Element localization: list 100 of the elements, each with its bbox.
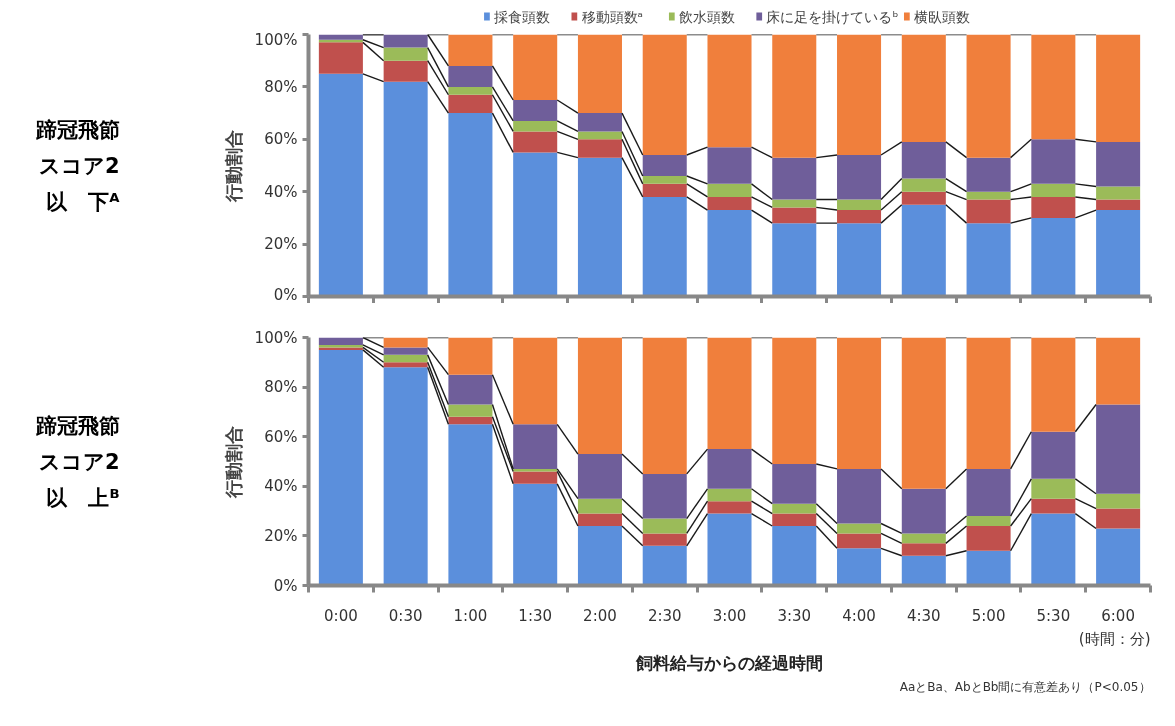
bar bbox=[1096, 34, 1141, 142]
x-tick-label: 3:00 bbox=[712, 606, 747, 625]
bar bbox=[837, 155, 882, 200]
bar bbox=[1031, 431, 1076, 479]
bar bbox=[383, 362, 428, 368]
bar bbox=[837, 533, 882, 549]
x-tick-label: 6:00 bbox=[1101, 606, 1135, 625]
bar bbox=[1031, 139, 1076, 184]
bar bbox=[642, 337, 687, 474]
bar bbox=[772, 337, 817, 464]
bar bbox=[1096, 141, 1141, 187]
bar bbox=[577, 139, 622, 158]
bar bbox=[513, 337, 558, 425]
x-tick-label: 1:30 bbox=[518, 606, 553, 625]
bar bbox=[901, 337, 946, 489]
bar bbox=[966, 191, 1011, 200]
bar bbox=[707, 513, 752, 586]
x-axis-title: 飼料給与からの経過時間 bbox=[635, 652, 823, 673]
bar bbox=[966, 223, 1011, 297]
legend-label: 床に足を掛けているᵇ bbox=[766, 8, 899, 25]
bar bbox=[707, 183, 752, 197]
bar bbox=[837, 523, 882, 534]
bar bbox=[1096, 337, 1141, 405]
bar bbox=[837, 548, 882, 586]
bar bbox=[707, 337, 752, 450]
y-axis-title: 行動割合 bbox=[222, 425, 244, 499]
bar bbox=[513, 483, 558, 586]
x-tick-label: 1:00 bbox=[453, 606, 488, 625]
x-tick-label: 2:00 bbox=[583, 606, 617, 625]
x-tick-label: 5:30 bbox=[1036, 606, 1071, 625]
bar bbox=[772, 223, 817, 297]
bar bbox=[837, 468, 882, 524]
bar bbox=[1031, 217, 1076, 297]
bar bbox=[513, 424, 558, 469]
bar bbox=[901, 488, 946, 534]
bar bbox=[772, 463, 817, 504]
bar bbox=[1096, 186, 1141, 200]
bar bbox=[1096, 508, 1141, 529]
bar bbox=[642, 473, 687, 519]
bar bbox=[901, 178, 946, 192]
bar bbox=[383, 34, 428, 48]
x-tick-label: 0:30 bbox=[388, 606, 423, 625]
bar bbox=[901, 204, 946, 297]
bar bbox=[1031, 183, 1076, 197]
bar bbox=[1031, 337, 1076, 432]
bar bbox=[448, 65, 493, 87]
bar bbox=[901, 543, 946, 556]
bar bbox=[966, 337, 1011, 469]
bar bbox=[448, 374, 493, 405]
bar bbox=[577, 498, 622, 514]
bar bbox=[901, 533, 946, 544]
bar bbox=[772, 34, 817, 158]
bar bbox=[707, 147, 752, 184]
bar bbox=[513, 34, 558, 100]
bar bbox=[837, 199, 882, 211]
bar bbox=[837, 210, 882, 224]
bar bbox=[966, 157, 1011, 192]
y-tick-label: 80% bbox=[264, 77, 298, 96]
bar bbox=[772, 157, 817, 200]
bar bbox=[383, 347, 428, 355]
bar bbox=[642, 183, 687, 197]
bar bbox=[772, 207, 817, 224]
bar bbox=[577, 525, 622, 586]
bar bbox=[772, 503, 817, 514]
bar bbox=[383, 60, 428, 82]
bar bbox=[642, 175, 687, 184]
bar bbox=[1031, 196, 1076, 218]
y-tick-label: 0% bbox=[273, 285, 298, 304]
bar bbox=[577, 454, 622, 499]
bar bbox=[901, 191, 946, 205]
bar bbox=[966, 34, 1011, 158]
bar bbox=[1096, 199, 1141, 211]
bar bbox=[448, 113, 493, 297]
text: AaとBa、AbとBb間に有意差あり（P<0.05） bbox=[899, 679, 1151, 694]
bar bbox=[901, 555, 946, 586]
y-tick-label: 40% bbox=[264, 477, 298, 496]
bar bbox=[577, 337, 622, 455]
text: (時間：分) bbox=[1078, 629, 1151, 648]
bar bbox=[383, 337, 428, 348]
bar bbox=[1096, 210, 1141, 297]
bar bbox=[448, 34, 493, 66]
x-tick-label: 5:00 bbox=[971, 606, 1006, 625]
bar bbox=[513, 471, 558, 484]
bar bbox=[448, 404, 493, 417]
bar bbox=[707, 488, 752, 502]
bar bbox=[1031, 498, 1076, 514]
bar bbox=[577, 513, 622, 526]
bar bbox=[383, 367, 428, 586]
bar bbox=[642, 518, 687, 534]
y-tick-label: 60% bbox=[264, 130, 298, 149]
bar bbox=[383, 81, 428, 297]
bar bbox=[642, 545, 687, 586]
bar bbox=[1031, 478, 1076, 499]
bar bbox=[1096, 404, 1141, 494]
bar bbox=[837, 34, 882, 156]
y-axis-title: 行動割合 bbox=[222, 129, 244, 203]
bar bbox=[318, 337, 363, 345]
legend-label: 横臥頭数 bbox=[914, 8, 971, 25]
bar bbox=[1031, 34, 1076, 140]
bar bbox=[577, 113, 622, 132]
